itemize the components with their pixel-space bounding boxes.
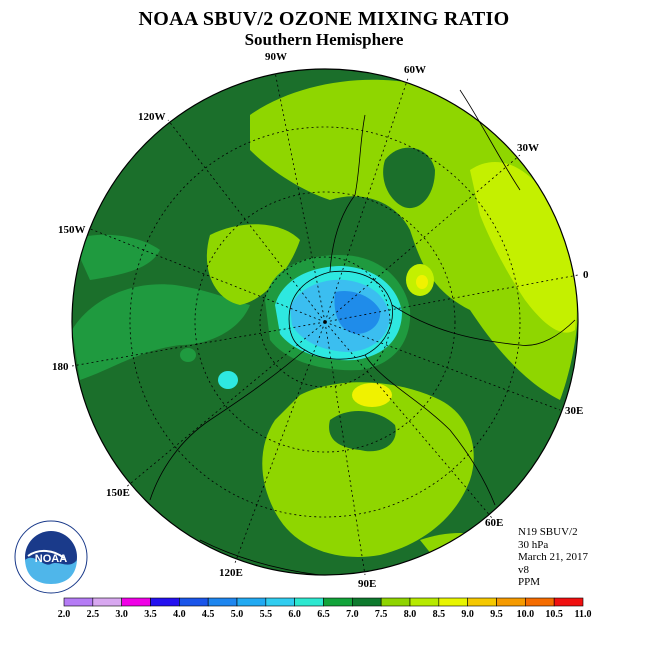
colorbar-tick-label: 2.5: [87, 609, 100, 620]
map-border: [71, 68, 579, 576]
colorbar-swatch: [525, 597, 555, 607]
lon-label-120w: 120W: [138, 111, 166, 123]
lon-label-150w: 150W: [58, 224, 86, 236]
svg-text:NOAA: NOAA: [35, 553, 67, 565]
colorbar-tick-label: 4.0: [173, 609, 186, 620]
colorbar-swatch: [553, 597, 584, 607]
lon-label-60w: 60W: [404, 64, 426, 76]
pressure-level-label: 30 hPa: [518, 538, 549, 551]
colorbar-swatch: [92, 597, 122, 607]
colorbar-tick-label: 5.5: [260, 609, 273, 620]
lon-label-0: 0: [583, 269, 589, 281]
product-info: N19 SBUV/2 30 hPa March 21, 2017 v8 PPM: [518, 526, 588, 589]
colorbar-tick-label: 3.5: [144, 609, 157, 620]
noaa-logo: NOAA: [14, 520, 88, 594]
colorbar-tick-label: 8.5: [433, 609, 446, 620]
lon-label-90e: 90E: [358, 578, 376, 590]
colorbar-tick-label: 4.5: [202, 609, 215, 620]
colorbar-tick-label: 7.5: [375, 609, 388, 620]
colorbar-swatch: [380, 597, 411, 607]
colorbar-swatch: [150, 597, 180, 607]
lon-label-120e: 120E: [219, 567, 243, 579]
colorbar-swatch: [236, 597, 267, 607]
colorbar-swatch: [121, 597, 151, 607]
colorbar-tick-label: 5.0: [231, 609, 244, 620]
colorbar-swatch: [323, 597, 353, 607]
map-subtitle: Southern Hemisphere: [244, 30, 404, 49]
colorbar-swatch: [179, 597, 209, 607]
colorbar-tick-label: 6.5: [317, 609, 330, 620]
lon-label-150e: 150E: [106, 487, 130, 499]
units-label: PPM: [518, 576, 541, 588]
colorbar-swatch: [409, 597, 440, 607]
lon-label-90w: 90W: [265, 51, 287, 63]
colorbar-tick-label: 10.0: [517, 609, 535, 620]
colorbar-tick-label: 10.5: [545, 609, 563, 620]
version-label: v8: [518, 563, 529, 576]
coastlines: [149, 89, 576, 576]
colorbar-swatch: [63, 597, 94, 607]
colorbar-swatch: [352, 597, 382, 607]
satellite-label: N19 SBUV/2: [518, 526, 578, 538]
colorbar-tick-label: 11.0: [575, 609, 592, 620]
graticule: [71, 71, 579, 576]
date-label: March 21, 2017: [518, 551, 588, 563]
colorbar-swatch: [467, 597, 497, 607]
colorbar-tick-label: 9.5: [490, 609, 503, 620]
colorbar-tick-label: 2.0: [58, 609, 71, 620]
colorbar-swatch: [294, 597, 324, 607]
colorbar-swatch: [265, 597, 295, 607]
colorbar-tick-label: 7.0: [346, 609, 359, 620]
lon-label-60e: 60E: [485, 517, 503, 529]
colorbar-swatch: [207, 597, 238, 607]
map-title: NOAA SBUV/2 OZONE MIXING RATIO: [138, 8, 510, 30]
colorbar-tick-label: 9.0: [461, 609, 474, 620]
lon-label-30w: 30W: [517, 142, 539, 154]
lon-label-180: 180: [52, 361, 69, 373]
colorbar-tick-label: 8.0: [404, 609, 417, 620]
colorbar-swatch: [438, 597, 468, 607]
colorbar-tick-label: 3.0: [115, 609, 128, 620]
colorbar-swatch: [496, 597, 526, 607]
colorbar-tick-label: 6.0: [288, 609, 301, 620]
lon-label-30e: 30E: [565, 405, 583, 417]
